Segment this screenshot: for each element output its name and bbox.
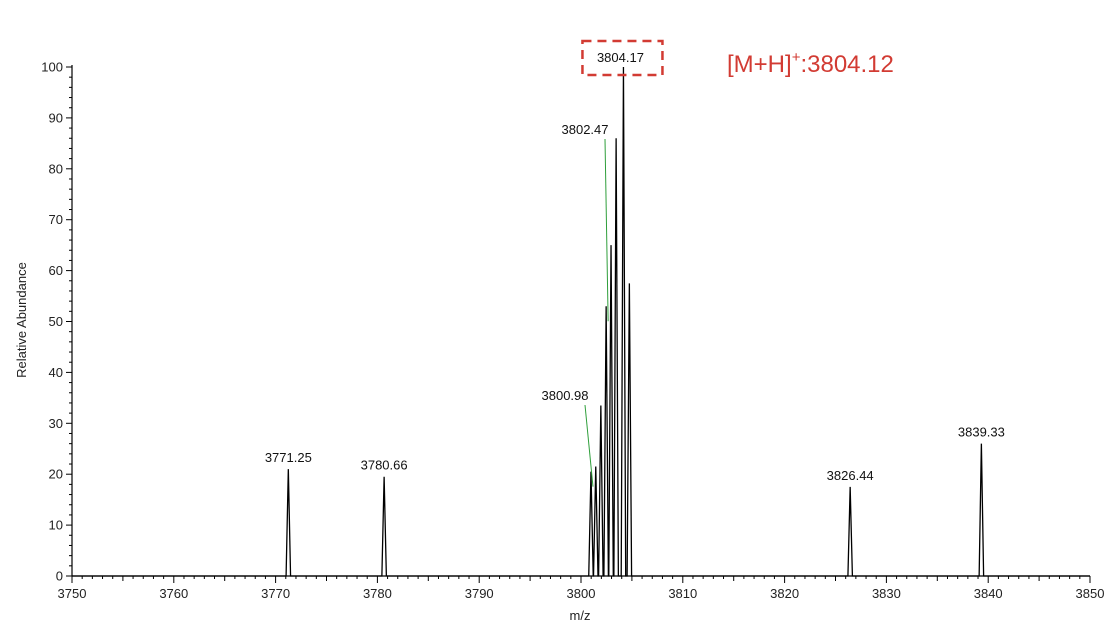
peak-label: 3826.44: [827, 468, 874, 483]
y-tick-label: 90: [49, 110, 63, 125]
x-tick-label: 3810: [668, 586, 697, 601]
y-tick-label: 0: [56, 569, 63, 584]
peak-label: 3839.33: [958, 425, 1005, 440]
y-tick-label: 100: [41, 60, 63, 75]
x-tick-label: 3750: [58, 586, 87, 601]
peak-labels: 3771.25 3780.66 3800.98 3802.47 3804.17 3826.…: [265, 39, 1005, 487]
annotation-superscript: +: [792, 49, 801, 66]
x-tick-label: 3830: [872, 586, 901, 601]
peak-label: 3771.25: [265, 450, 312, 465]
x-tick-label: 3840: [974, 586, 1003, 601]
y-tick-label: 60: [49, 263, 63, 278]
y-tick-label: 30: [49, 416, 63, 431]
x-tick-label: 3850: [1076, 586, 1105, 601]
molecular-ion-annotation: [M+H]+:3804.12: [727, 49, 894, 78]
peak-label-leader: [604, 138, 609, 322]
highlight-box: [581, 39, 664, 77]
annotation-suffix: :3804.12: [800, 51, 893, 78]
x-tick-label: 3760: [159, 586, 188, 601]
spectrum-trace: [72, 66, 1090, 577]
annotation-prefix: [M+H]: [727, 51, 792, 78]
y-tick-label: 40: [49, 365, 63, 380]
peak-label: 3802.47: [562, 122, 609, 137]
peak-label: 3780.66: [361, 458, 408, 473]
x-tick-label: 3770: [261, 586, 290, 601]
y-tick-label: 80: [49, 161, 63, 176]
axes: 0 10 20 30 40 50 60 70 80 90 100 3750 3760 3770 3780 37…: [41, 60, 1104, 602]
x-tick-label: 3790: [465, 586, 494, 601]
x-tick-label: 3820: [770, 586, 799, 601]
peak-label-leader: [584, 404, 594, 487]
peak-label: 3804.17: [597, 50, 644, 65]
y-tick-label: 10: [49, 518, 63, 533]
spectrum-line: [72, 66, 1090, 577]
x-axis-title: m/z: [570, 608, 591, 623]
x-tick-label: 3800: [567, 586, 596, 601]
y-tick-label: 70: [49, 212, 63, 227]
x-tick-label: 3780: [363, 586, 392, 601]
y-tick-label: 50: [49, 314, 63, 329]
peak-label: 3800.98: [542, 388, 589, 403]
y-axis-title: Relative Abundance: [14, 262, 29, 378]
y-tick-label: 20: [49, 467, 63, 482]
